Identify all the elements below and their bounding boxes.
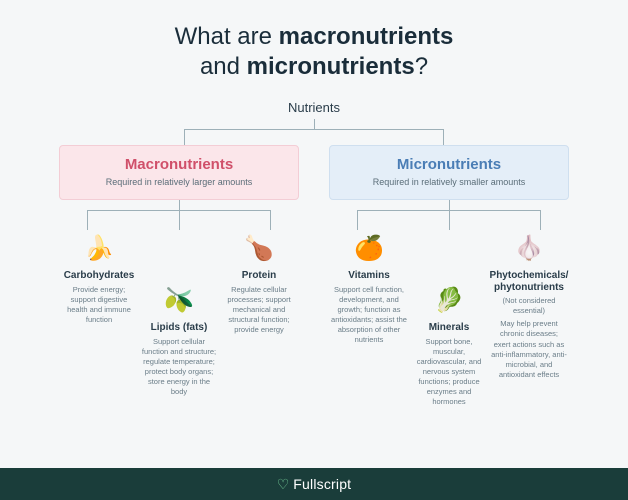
connector-root-to-categories (124, 119, 504, 145)
connector-macro-to-items (59, 200, 299, 230)
footer-bar: ♡ Fullscript (0, 468, 628, 500)
item-desc: Support cellular function and structure;… (139, 337, 219, 398)
root-node-label: Nutrients (0, 100, 628, 115)
category-title-micro: Micronutrients (338, 156, 560, 173)
category-subtitle-micro: Required in relatively smaller amounts (338, 177, 560, 187)
item-desc: Provide energy; support digestive health… (59, 285, 139, 326)
item-lipids: 🫒 Lipids (fats) Support cellular functio… (139, 282, 219, 407)
category-box-macronutrients: Macronutrients Required in relatively la… (59, 145, 299, 200)
items-group-micro: 🍊 Vitamins Support cell function, develo… (329, 230, 569, 407)
items-row: 🍌 Carbohydrates Provide energy; support … (0, 230, 628, 407)
title-line1-emphasis: macronutrients (279, 23, 454, 50)
item-name: Phytochemicals/ phytonutrients (489, 270, 569, 293)
footer-brand: Fullscript (293, 476, 351, 492)
title-line2-pre: and (200, 53, 247, 80)
item-name: Carbohydrates (59, 270, 139, 282)
leafy-greens-icon: 🥬 (431, 282, 467, 318)
connectors-level2 (0, 200, 628, 230)
page-title: What are macronutrients and micronutrien… (0, 0, 628, 82)
title-line1-pre: What are (175, 23, 279, 50)
orange-icon: 🍊 (351, 230, 387, 266)
olives-icon: 🫒 (161, 282, 197, 318)
category-row: Macronutrients Required in relatively la… (0, 145, 628, 200)
item-desc: May help prevent chronic diseases; exert… (489, 319, 569, 380)
title-line2-emphasis: micronutrients (247, 53, 415, 80)
category-title-macro: Macronutrients (68, 156, 290, 173)
category-subtitle-macro: Required in relatively larger amounts (68, 177, 290, 187)
category-box-micronutrients: Micronutrients Required in relatively sm… (329, 145, 569, 200)
item-carbohydrates: 🍌 Carbohydrates Provide energy; support … (59, 230, 139, 407)
item-minerals: 🥬 Minerals Support bone, muscular, cardi… (409, 282, 489, 407)
connector-micro-to-items (329, 200, 569, 230)
item-desc: Support bone, muscular, cardiovascular, … (409, 337, 489, 408)
item-name: Lipids (fats) (139, 322, 219, 334)
items-group-macro: 🍌 Carbohydrates Provide energy; support … (59, 230, 299, 407)
item-note: (Not considered essential) (489, 296, 569, 316)
title-line2-q: ? (415, 53, 428, 80)
fullscript-logo-icon: ♡ (277, 476, 290, 493)
item-protein: 🍗 Protein Regulate cellular processes; s… (219, 230, 299, 407)
item-desc: Support cell function, development, and … (329, 285, 409, 346)
chicken-icon: 🍗 (241, 230, 277, 266)
garlic-icon: 🧄 (511, 230, 547, 266)
item-name: Protein (219, 270, 299, 282)
item-name: Minerals (409, 322, 489, 334)
item-desc: Regulate cellular processes; support mec… (219, 285, 299, 336)
item-vitamins: 🍊 Vitamins Support cell function, develo… (329, 230, 409, 407)
banana-icon: 🍌 (81, 230, 117, 266)
item-name: Vitamins (329, 270, 409, 282)
item-phytochemicals: 🧄 Phytochemicals/ phytonutrients (Not co… (489, 230, 569, 407)
